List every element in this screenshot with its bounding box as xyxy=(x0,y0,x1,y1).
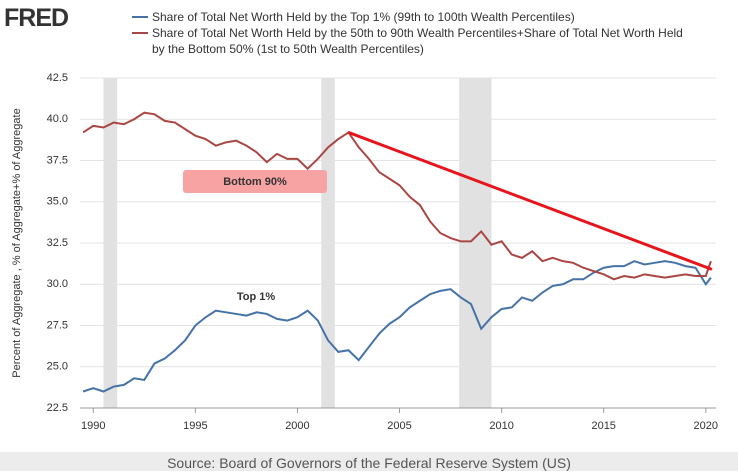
x-tick-label: 2005 xyxy=(387,420,411,432)
chart: 22.5 25.0 27.5 30.0 32.5 35.0 37.5 40.0 42.5 1990… xyxy=(11,72,718,432)
y-axis-label: Percent of Aggregate , % of Aggregate+% … xyxy=(11,108,23,377)
y-tick-label: 30.0 xyxy=(47,278,68,290)
x-tick-label: 2015 xyxy=(591,420,615,432)
y-tick-label: 40.0 xyxy=(47,113,68,125)
legend-swatch xyxy=(132,32,148,34)
legend-swatch xyxy=(132,16,148,18)
legend-label: Share of Total Net Worth Held by the 50t… xyxy=(152,26,683,56)
x-tick-label: 1995 xyxy=(183,420,207,432)
y-tick-label: 37.5 xyxy=(47,154,68,166)
x-tick-label: 1990 xyxy=(81,420,105,432)
trend-line xyxy=(347,131,713,271)
y-tick-label: 32.5 xyxy=(47,237,68,249)
legend-entry: Share of Total Net Worth Held by the Top… xyxy=(130,9,690,25)
series-line xyxy=(82,111,712,281)
logo: FRED xyxy=(4,4,69,32)
y-tick-label: 22.5 xyxy=(47,402,68,414)
annotation: Bottom 90% xyxy=(223,176,287,188)
legend-entry: Share of Total Net Worth Held by the 50t… xyxy=(130,25,690,57)
y-tick-label: 42.5 xyxy=(47,72,68,84)
legend-label: Share of Total Net Worth Held by the Top… xyxy=(152,10,575,24)
legend: Share of Total Net Worth Held by the Top… xyxy=(130,9,690,57)
annotation: Top 1% xyxy=(237,291,276,303)
y-tick-label: 27.5 xyxy=(47,319,68,331)
series-line xyxy=(82,260,712,393)
x-tick-label: 2010 xyxy=(489,420,513,432)
y-tick-label: 35.0 xyxy=(47,196,68,208)
annotation-highlight xyxy=(183,170,327,193)
x-tick-label: 2000 xyxy=(285,420,309,432)
y-tick-label: 25.0 xyxy=(47,361,68,373)
x-tick-label: 2020 xyxy=(694,420,718,432)
source: Source: Board of Governors of the Federa… xyxy=(0,452,738,471)
